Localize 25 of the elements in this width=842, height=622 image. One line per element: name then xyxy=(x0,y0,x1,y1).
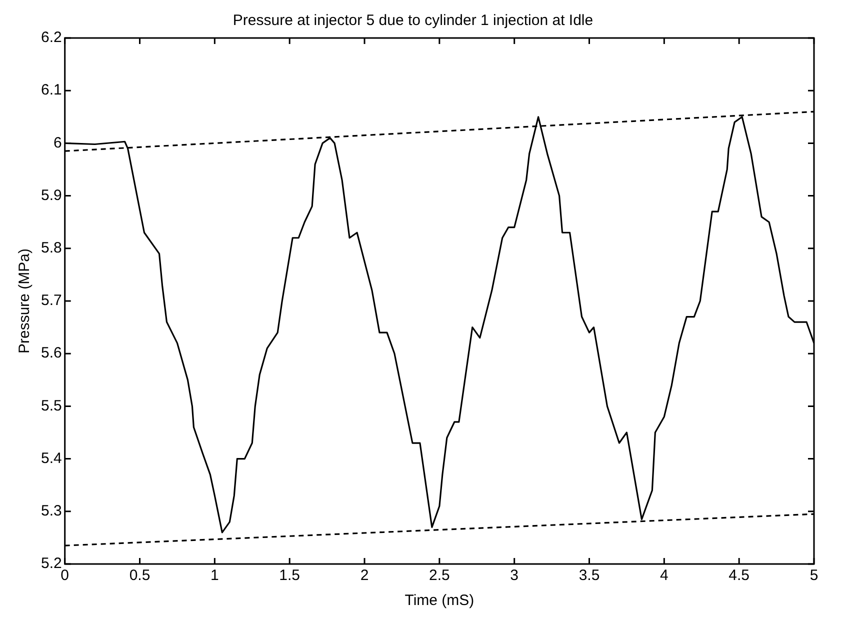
x-tick-label: 5 xyxy=(810,567,818,584)
x-tick-label: 3.5 xyxy=(578,567,600,584)
x-tick-label: 0.5 xyxy=(129,567,150,584)
x-tick-label: 0 xyxy=(60,567,70,584)
y-tick-label: 5.9 xyxy=(40,186,62,204)
x-tick-label: 1 xyxy=(210,567,219,584)
x-tick-label: 2 xyxy=(360,567,369,584)
y-tick-label: 5.2 xyxy=(40,555,62,572)
x-tick-label: 3 xyxy=(510,567,519,584)
y-tick-label: 5.4 xyxy=(40,450,62,467)
x-axis-title: Time (mS) xyxy=(404,592,474,610)
chart-title: Pressure at injector 5 due to cylinder 1 injection at Idle xyxy=(232,12,594,30)
x-tick-label: 2.5 xyxy=(428,567,450,584)
x-tick-label: 1.5 xyxy=(279,567,300,584)
y-tick-label: 6.1 xyxy=(40,82,62,99)
y-tick-label: 6 xyxy=(54,134,62,152)
y-tick-label: 6.2 xyxy=(40,29,62,46)
y-tick-label: 5.6 xyxy=(40,344,62,362)
y-tick-label: 5.8 xyxy=(40,240,62,257)
y-tick-label: 5.7 xyxy=(40,292,62,310)
y-axis-title: Pressure (MPa) xyxy=(16,248,34,354)
y-tick-label: 5.3 xyxy=(40,502,62,520)
x-tick-label: 4 xyxy=(660,567,668,584)
x-tick-label: 4.5 xyxy=(728,567,750,584)
y-tick-label: 5.5 xyxy=(40,397,62,414)
